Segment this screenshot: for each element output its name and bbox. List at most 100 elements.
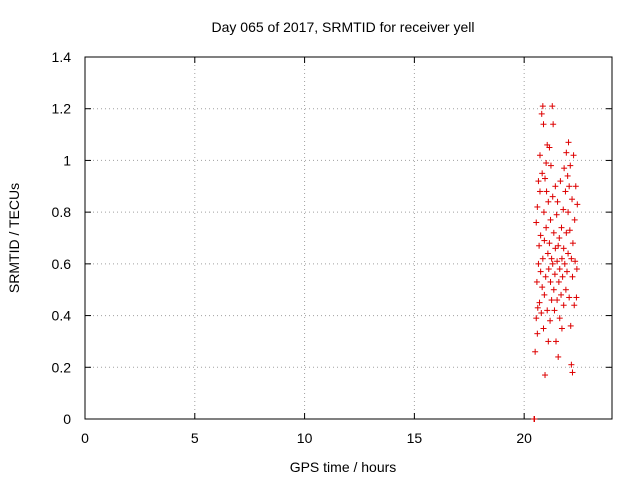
data-point	[554, 297, 561, 304]
data-point	[538, 110, 545, 117]
data-point	[569, 240, 576, 247]
data-point	[534, 304, 541, 311]
data-point	[557, 178, 564, 185]
data-point	[573, 266, 580, 273]
data-point	[534, 203, 541, 210]
data-point	[568, 255, 575, 262]
tick-labels: 0 5 10 15 20 0 0.2 0.4 0.6 0.8 1 1.2 1.4	[52, 49, 533, 446]
data-point	[556, 315, 563, 322]
data-point	[566, 294, 573, 301]
data-point	[563, 268, 570, 275]
data-point	[542, 372, 549, 379]
axis-ticks	[84, 56, 612, 420]
data-point	[559, 273, 566, 280]
data-point	[567, 322, 574, 329]
data-point	[539, 103, 546, 110]
data-point	[563, 229, 570, 236]
data-point	[544, 250, 551, 257]
data-point	[566, 183, 573, 190]
data-point	[556, 235, 563, 241]
y-tick-label: 1.4	[52, 49, 72, 65]
data-point	[551, 307, 558, 314]
data-point	[572, 258, 579, 265]
y-tick-label: 0.6	[52, 256, 72, 272]
data-point	[571, 216, 578, 223]
data-point	[565, 209, 572, 216]
data-point	[569, 369, 576, 376]
plot-frame	[84, 56, 613, 420]
data-point	[558, 325, 565, 332]
y-tick-label: 0	[63, 411, 71, 427]
data-point	[547, 317, 554, 324]
data-point	[531, 416, 538, 422]
data-point	[571, 302, 578, 309]
data-point	[539, 170, 546, 177]
data-point	[572, 183, 579, 190]
data-point	[567, 162, 574, 169]
data-point	[537, 268, 544, 275]
data-point	[544, 307, 551, 314]
data-point	[537, 232, 544, 239]
y-tick-label: 1	[63, 152, 71, 168]
data-point	[539, 255, 546, 262]
x-tick-label: 5	[191, 430, 199, 446]
data-point	[539, 284, 546, 291]
data-point	[551, 271, 558, 278]
data-point	[560, 302, 567, 309]
data-point	[538, 309, 545, 316]
data-point	[547, 162, 554, 169]
data-point	[541, 237, 548, 244]
data-point	[548, 255, 555, 262]
y-tick-label: 1.2	[52, 101, 72, 117]
data-point	[563, 149, 570, 156]
data-point	[568, 361, 575, 368]
data-point	[565, 139, 572, 146]
data-point	[545, 338, 552, 345]
data-point	[564, 172, 571, 179]
data-point	[534, 330, 541, 337]
y-axis-label: SRMTID / TECUs	[6, 183, 22, 293]
data-point	[550, 121, 557, 128]
data-point	[560, 245, 567, 252]
data-point	[536, 152, 543, 159]
data-point	[549, 193, 556, 200]
data-point	[554, 198, 561, 205]
data-point	[547, 216, 554, 223]
chart-title: Day 065 of 2017, SRMTID for receiver yel…	[212, 19, 475, 35]
data-points	[531, 103, 581, 422]
data-point	[532, 348, 539, 355]
data-point	[541, 291, 548, 298]
data-point	[533, 219, 540, 226]
data-point	[540, 209, 547, 216]
data-point	[561, 165, 568, 172]
data-point	[550, 286, 557, 293]
data-point	[553, 211, 560, 218]
data-point	[562, 188, 569, 195]
data-point	[573, 294, 580, 301]
data-point	[569, 273, 576, 280]
data-point	[548, 297, 555, 304]
data-point	[558, 291, 565, 298]
data-point	[533, 315, 540, 322]
x-tick-label: 0	[81, 430, 89, 446]
data-point	[550, 229, 557, 236]
x-axis-label: GPS time / hours	[290, 459, 397, 475]
data-point	[536, 299, 543, 306]
data-point	[561, 260, 568, 267]
data-point	[535, 178, 542, 185]
data-point	[562, 286, 569, 293]
data-point	[555, 353, 562, 360]
x-tick-label: 15	[407, 430, 423, 446]
data-point	[553, 338, 560, 345]
data-point	[558, 224, 565, 231]
data-point	[535, 260, 542, 267]
data-point	[569, 196, 576, 203]
data-point	[540, 325, 547, 332]
data-point	[555, 278, 562, 285]
data-point	[574, 201, 581, 208]
data-point	[546, 144, 553, 151]
data-point	[542, 175, 549, 182]
data-point	[543, 188, 550, 195]
x-tick-label: 10	[297, 430, 313, 446]
data-point	[549, 103, 556, 110]
